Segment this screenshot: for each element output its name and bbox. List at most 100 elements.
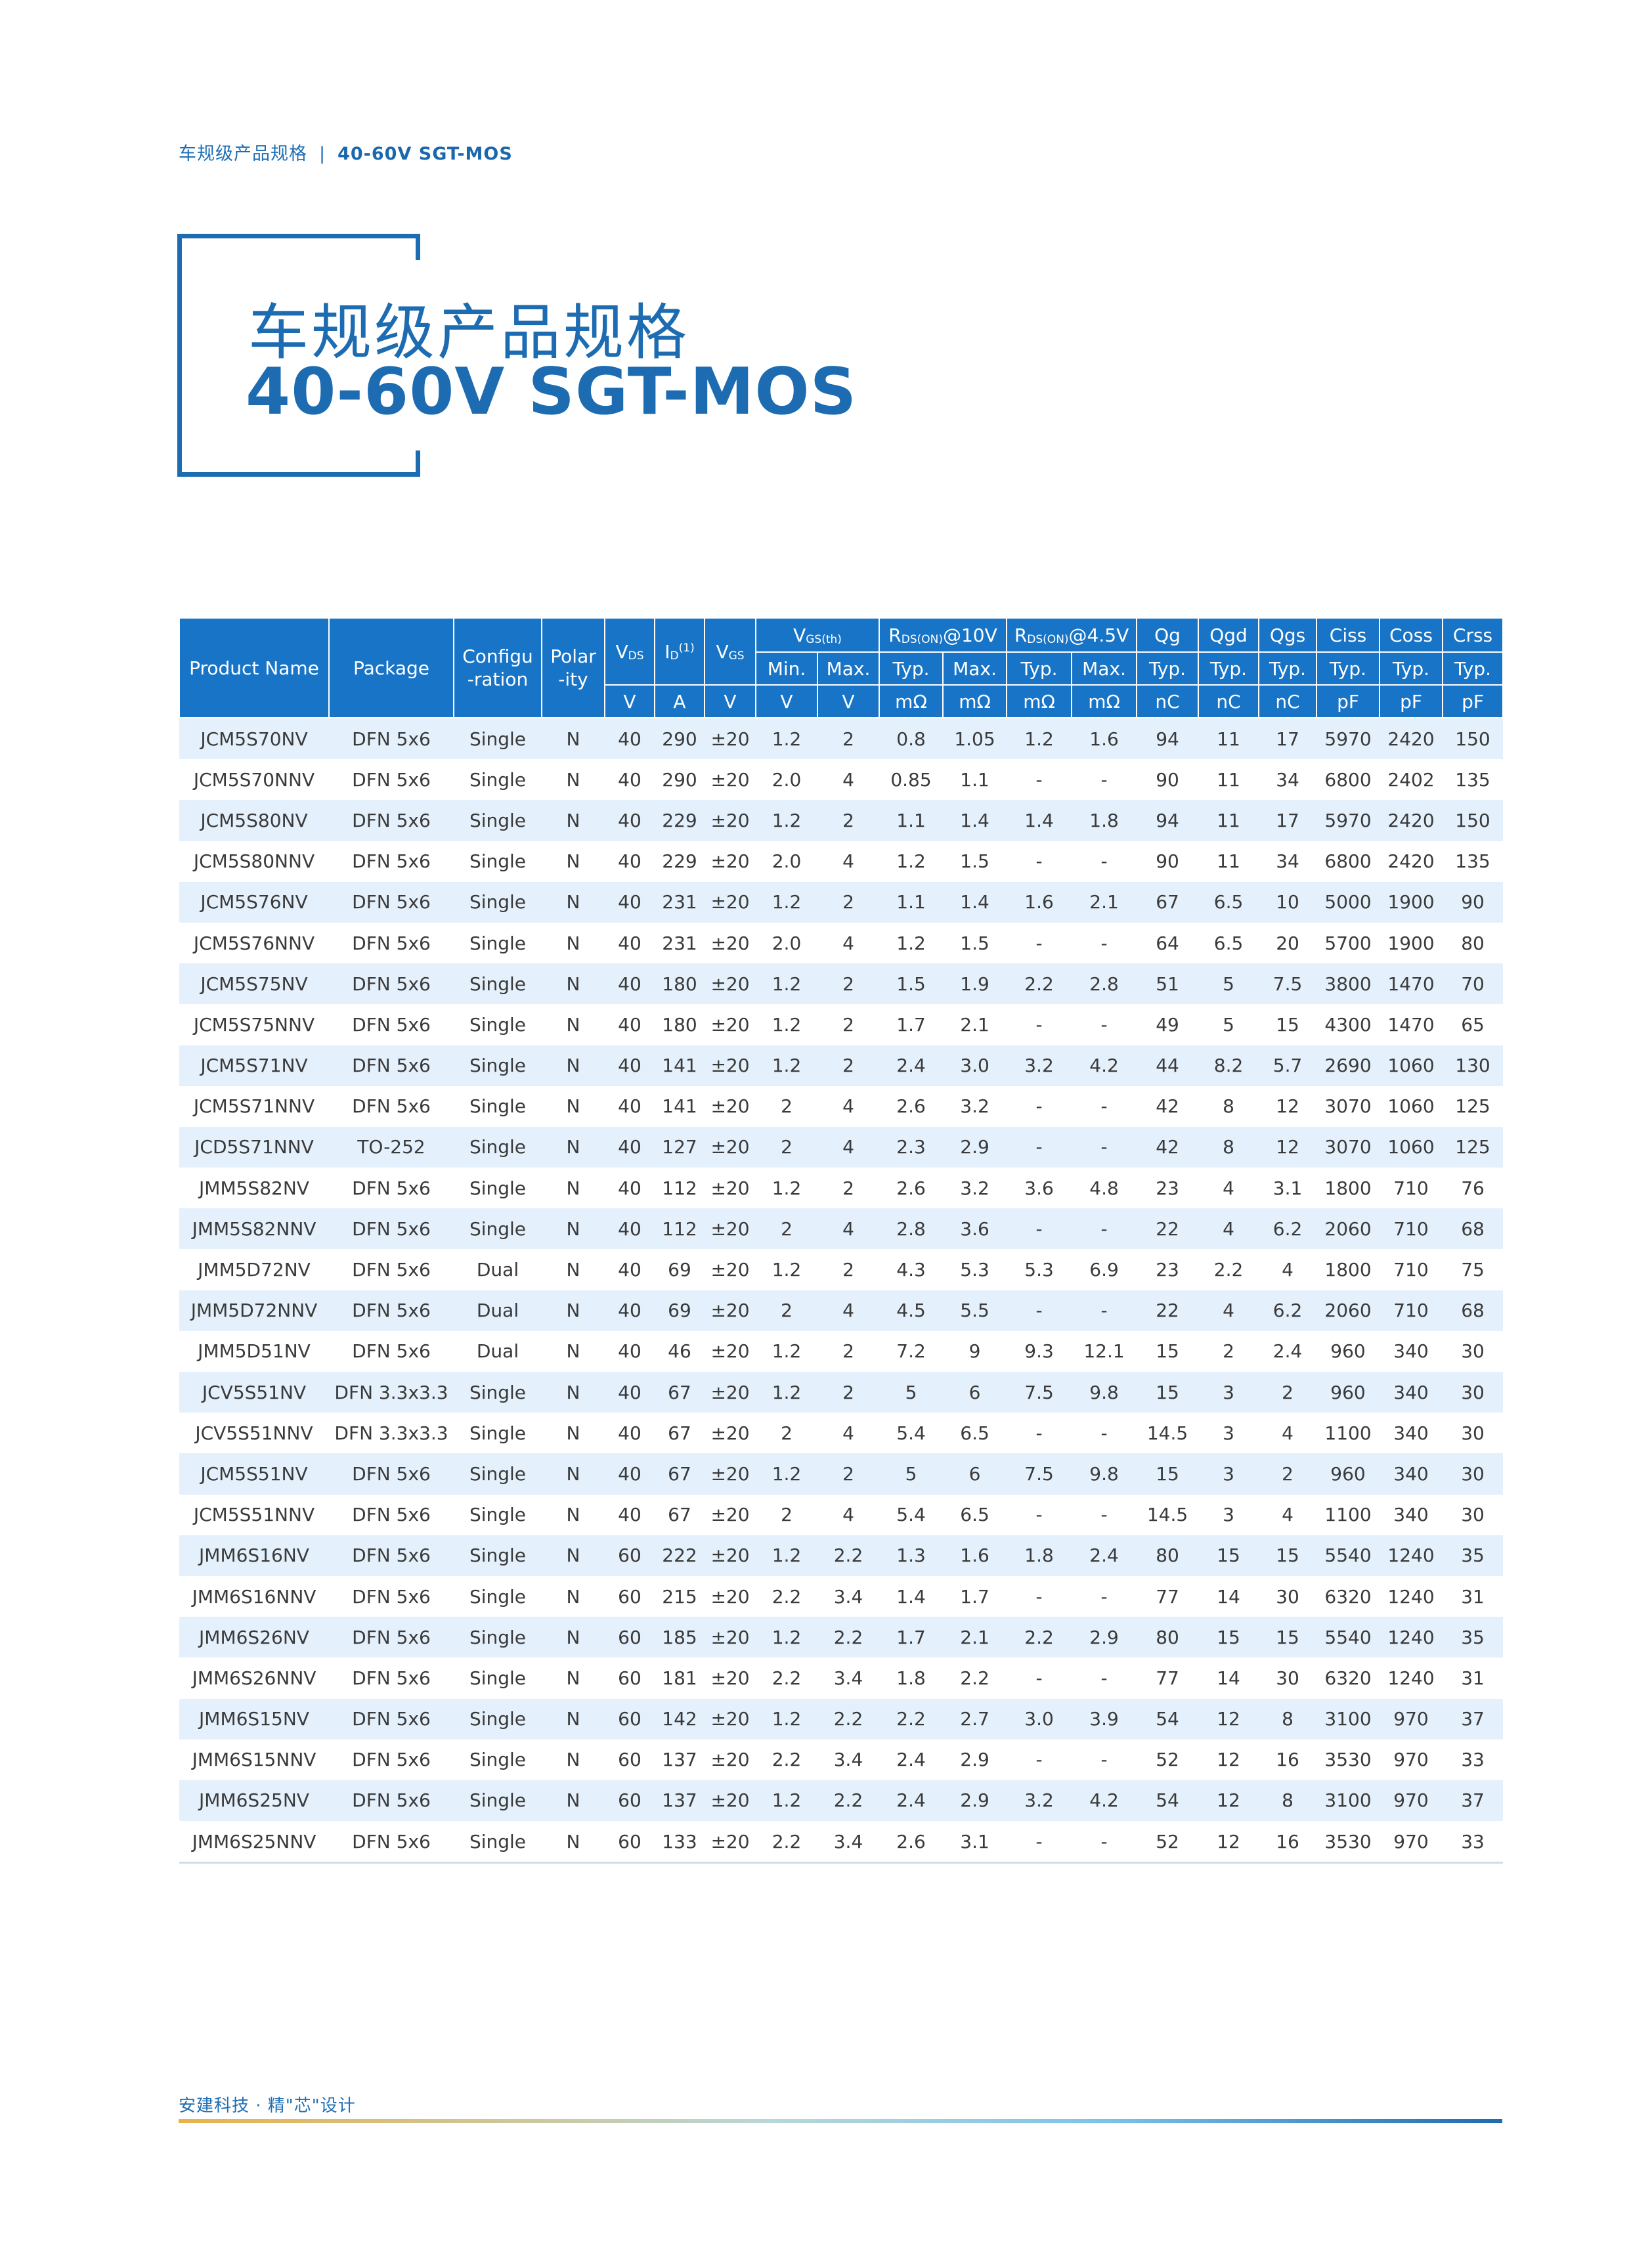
table-cell: Single: [454, 718, 542, 760]
table-cell: 3530: [1316, 1821, 1380, 1864]
table-cell: 2: [842, 1013, 854, 1036]
table-cell: 6.5: [1198, 881, 1259, 923]
table-cell: 2.2: [772, 1585, 802, 1608]
table-cell: -: [1100, 1013, 1108, 1036]
table-cell: 37: [1443, 1698, 1504, 1740]
table-cell: 6.5: [960, 1422, 989, 1444]
table-cell: -: [1100, 932, 1108, 954]
table-cell: 65: [1461, 1013, 1485, 1036]
table-cell: 23: [1156, 1259, 1179, 1281]
page-title-en: 40-60V SGT-MOS: [246, 355, 858, 429]
table-cell: 2.4: [896, 1749, 926, 1771]
table-cell: 3.4: [833, 1585, 863, 1608]
table-cell: 5540: [1316, 1617, 1380, 1658]
table-cell: 1.7: [896, 1013, 926, 1036]
subheader-cell: Typ.: [1006, 651, 1073, 686]
table-cell: 1.2: [772, 1013, 802, 1036]
table-cell: 30: [1443, 1372, 1504, 1413]
table-cell: 1.2: [756, 718, 817, 760]
table-row: JCV5S51NV DFN 3.3x3.3 Single N 40 67 ±20 1.2 2 5 6…: [179, 1372, 1504, 1413]
table-cell: DFN 5x6: [352, 1340, 431, 1363]
table-cell: DFN 5x6: [352, 932, 431, 954]
table-cell: 2.2: [817, 1535, 880, 1576]
table-cell: N: [566, 768, 580, 791]
table-cell: 2: [756, 1208, 817, 1250]
table-cell: 2: [817, 1453, 880, 1495]
table-cell: 2: [842, 1177, 854, 1199]
table-cell: 2: [817, 800, 880, 841]
table-cell: 5970: [1316, 800, 1380, 841]
table-cell: 2: [781, 1422, 793, 1444]
table-cell: -: [1007, 1208, 1072, 1250]
table-cell: N: [542, 1208, 605, 1250]
table-cell: 2420: [1380, 718, 1443, 760]
table-cell: 5: [879, 1372, 944, 1413]
table-cell: 2.4: [1272, 1340, 1303, 1363]
table-cell: 6800: [1324, 850, 1372, 873]
table-cell: 222: [655, 1535, 705, 1576]
table-cell: ±20: [710, 1749, 750, 1771]
table-cell: 1.7: [960, 1585, 989, 1608]
table-cell: 340: [1393, 1422, 1429, 1444]
table-cell: 12.1: [1083, 1340, 1125, 1363]
product-name-cell: JMM5S82NNV: [179, 1208, 329, 1250]
table-cell: 2: [817, 1372, 880, 1413]
table-cell: 60: [605, 1698, 655, 1740]
table-cell: TO-252: [329, 1126, 454, 1168]
table-cell: N: [542, 718, 605, 760]
table-cell: 17: [1259, 718, 1317, 760]
table-row: JMM5S82NV DFN 5x6 Single N 40 112 ±20 1.2 2 2.6 3.…: [179, 1168, 1503, 1208]
table-cell: 16: [1276, 1749, 1299, 1771]
table-cell: 5.3: [960, 1259, 989, 1281]
table-cell: 12: [1198, 1780, 1259, 1822]
table-cell: 33: [1461, 1749, 1485, 1771]
table-cell: 44: [1137, 1045, 1199, 1086]
table-cell: 2.6: [896, 1177, 926, 1199]
table-cell: 3.4: [817, 1821, 880, 1864]
table-cell: 40: [618, 932, 641, 954]
table-cell: 2.1: [943, 1617, 1007, 1658]
table-cell: 14: [1217, 1667, 1240, 1689]
table-cell: 60: [618, 1749, 641, 1771]
table-cell: 3.1: [943, 1821, 1007, 1864]
table-cell: ±20: [710, 1504, 750, 1526]
table-cell: 1100: [1324, 1504, 1372, 1526]
table-cell: 30: [1276, 1667, 1299, 1689]
table-cell: 1060: [1387, 1095, 1435, 1118]
table-cell: 2: [842, 1340, 854, 1363]
table-cell: 2.4: [879, 1780, 944, 1822]
table-cell: 4: [1198, 1290, 1259, 1331]
table-cell: 30: [1461, 1422, 1485, 1444]
table-cell: Single: [469, 768, 527, 791]
table-cell: 5.4: [896, 1422, 926, 1444]
table-cell: 1.2: [756, 1045, 817, 1086]
table-cell: 60: [605, 1617, 655, 1658]
table-cell: 960: [1316, 1453, 1380, 1495]
table-cell: 68: [1443, 1208, 1504, 1250]
table-cell: 35: [1443, 1617, 1504, 1658]
table-cell: DFN 3.3x3.3: [329, 1372, 454, 1413]
table-cell: 2.6: [896, 1095, 926, 1118]
table-row: JMM6S16NNV DFN 5x6 Single N 60 215 ±20 2.2 3.4 1.…: [179, 1576, 1503, 1617]
table-cell: 80: [1461, 932, 1485, 954]
table-cell: 970: [1393, 1749, 1429, 1771]
product-name-cell: JMM5D72NNV: [179, 1290, 329, 1331]
table-cell: 137: [662, 1749, 697, 1771]
table-cell: 4: [1198, 1208, 1259, 1250]
table-cell: 40: [605, 1290, 655, 1331]
product-name-cell: JMM6S16NV: [179, 1535, 329, 1576]
table-cell: 40: [605, 1208, 655, 1250]
title-frame: [416, 450, 420, 477]
table-cell: 3.2: [1007, 1780, 1072, 1822]
table-cell: 1.2: [756, 1453, 817, 1495]
product-name-cell: JMM6S16NNV: [192, 1585, 316, 1608]
table-cell: ±20: [705, 963, 756, 1005]
table-cell: N: [542, 1617, 605, 1658]
table-cell: 6.9: [1089, 1259, 1119, 1281]
unit-cell: mΩ: [942, 684, 1008, 718]
table-cell: DFN 5x6: [352, 1585, 431, 1608]
table-cell: ±20: [710, 1177, 750, 1199]
table-cell: 9.3: [1024, 1340, 1054, 1363]
table-cell: Single: [454, 881, 542, 923]
table-cell: 40: [618, 1095, 641, 1118]
